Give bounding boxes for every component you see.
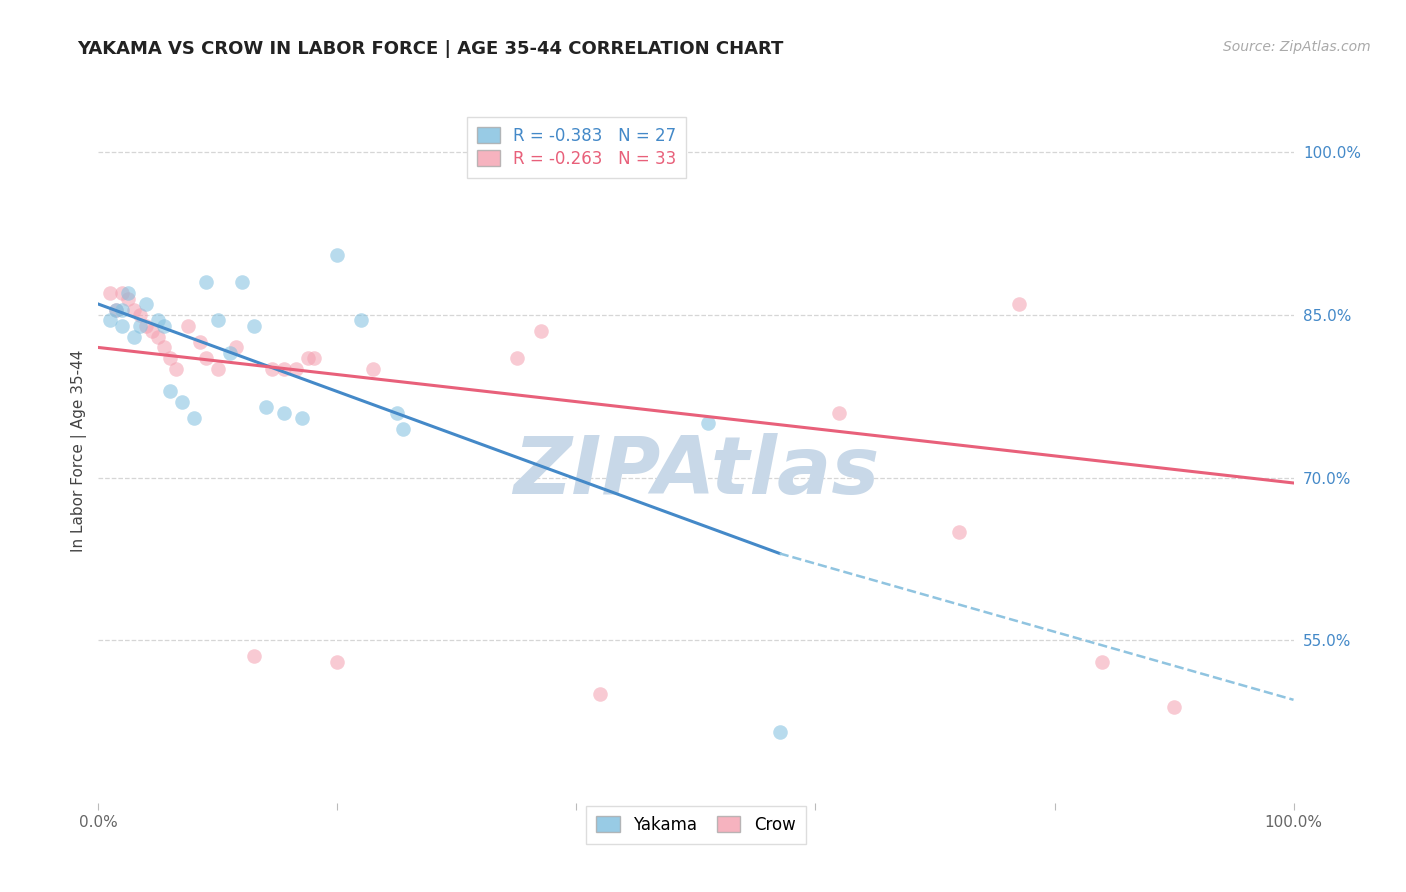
Point [124,302,146,317]
Point [105,302,128,317]
Point [768,725,790,739]
Point [530,324,553,338]
Point [165,362,187,376]
Point [385,405,409,419]
Point [98,286,122,301]
Point [207,362,229,376]
Point [243,318,266,333]
Point [111,286,134,301]
Point [111,302,134,317]
Point [254,400,277,414]
Point [697,417,720,431]
Point [589,687,612,701]
Point [231,276,253,290]
Point [1091,655,1114,669]
Point [506,351,529,366]
Legend: Yakama, Crow: Yakama, Crow [586,805,806,844]
Point [129,308,152,322]
Point [172,394,194,409]
Point [284,362,307,376]
Text: ZIPAtlas: ZIPAtlas [513,433,879,510]
Point [350,313,373,327]
Text: YAKAMA VS CROW IN LABOR FORCE | AGE 35-44 CORRELATION CHART: YAKAMA VS CROW IN LABOR FORCE | AGE 35-4… [77,40,783,58]
Point [124,329,146,343]
Point [260,362,283,376]
Point [111,318,134,333]
Point [98,313,122,327]
Point [148,313,170,327]
Point [326,248,349,262]
Point [135,297,157,311]
Y-axis label: In Labor Force | Age 35-44: In Labor Force | Age 35-44 [72,350,87,551]
Point [948,524,970,539]
Point [141,324,163,338]
Point [273,362,295,376]
Point [153,318,176,333]
Point [828,405,851,419]
Point [188,334,211,349]
Point [219,346,242,360]
Point [207,313,229,327]
Point [326,655,349,669]
Point [117,286,139,301]
Point [225,341,247,355]
Point [105,302,128,317]
Point [363,362,385,376]
Point [129,318,152,333]
Point [195,351,218,366]
Text: Source: ZipAtlas.com: Source: ZipAtlas.com [1223,40,1371,54]
Point [135,318,157,333]
Point [297,351,319,366]
Point [159,384,181,398]
Point [195,276,218,290]
Point [148,329,170,343]
Point [159,351,181,366]
Point [273,405,295,419]
Point [1163,700,1185,714]
Point [183,411,205,425]
Point [117,292,139,306]
Point [243,649,266,664]
Point [1008,297,1031,311]
Point [392,422,415,436]
Point [177,318,200,333]
Point [153,341,176,355]
Point [291,411,314,425]
Point [302,351,325,366]
